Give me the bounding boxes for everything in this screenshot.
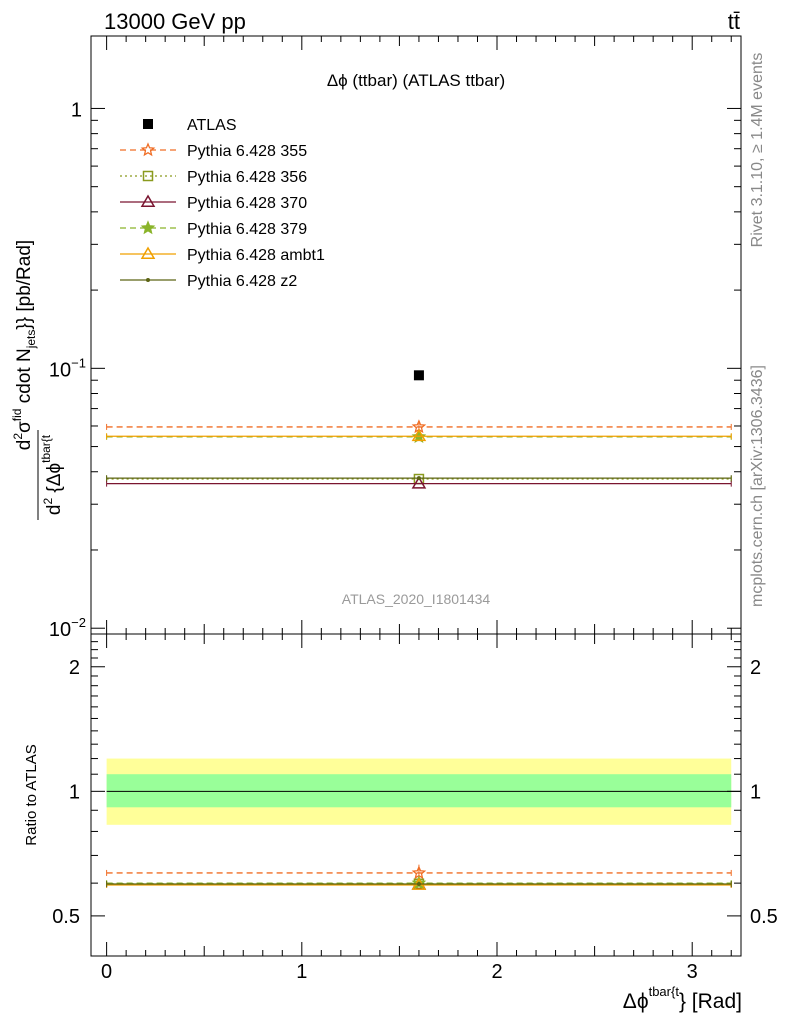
legend-marker — [143, 119, 153, 129]
legend-marker — [142, 170, 154, 182]
main-y-axis-numerator: d2σfid cdot Njets}} [pb/Rad] — [10, 240, 38, 450]
ratio-y-tick-label-right: 0.5 — [750, 906, 778, 928]
legend-label: Pythia 6.428 355 — [187, 143, 307, 160]
data-point — [416, 476, 421, 481]
ratio-y-axis-label: Ratio to ATLAS — [23, 744, 40, 845]
series-pythia-6-428-z2 — [106, 475, 732, 482]
data-point — [411, 428, 427, 442]
main-y-axis-denominator: d2 {Δϕtbar{t — [39, 434, 65, 515]
main-title: Δϕ (ttbar) (ATLAS ttbar) — [327, 71, 505, 90]
y-tick-label: 10−2 — [49, 615, 86, 641]
ratio-y-tick-label: 1 — [69, 781, 80, 803]
x-tick-label: 0 — [101, 961, 112, 983]
legend-entry: ATLAS — [143, 117, 237, 134]
legend-label: Pythia 6.428 379 — [187, 221, 307, 238]
legend: ATLAS Pythia 6.428 355 Pythia 6.428 356 Pyt… — [120, 117, 325, 290]
legend-entry: Pythia 6.428 356 — [120, 169, 307, 186]
ratio-series-pythia-6-428-z2 — [106, 881, 732, 888]
data-point — [413, 370, 424, 381]
ratio-y-tick-label: 0.5 — [52, 906, 80, 928]
x-tick-label: 3 — [687, 961, 698, 983]
legend-entry: Pythia 6.428 z2 — [120, 273, 297, 290]
y-tick-label: 10−1 — [49, 355, 86, 381]
mcplots-label: mcplots.cern.ch [arXiv:1306.3436] — [749, 365, 766, 607]
main-panel: 1 10−1 10−2 Δϕ (ttbar) (ATLAS ttbar) ATLAS… — [10, 35, 742, 641]
series-pythia-6-428-ambt1 — [106, 428, 732, 442]
legend-entry: Pythia 6.428 ambt1 — [120, 246, 325, 264]
legend-entry: Pythia 6.428 355 — [120, 142, 307, 160]
final-state-label: tt̄ — [728, 9, 740, 34]
legend-entry: Pythia 6.428 379 — [120, 220, 307, 238]
ratio-panel: 0.5 0.5 1 1 2 2 0 1 2 3 Ratio to ATLAS Δϕtbar{t} … — [23, 633, 778, 1013]
main-y-axis-label: d2σfid cdot Njets}} [pb/Rad] d2 {Δϕtbar{… — [10, 240, 65, 520]
ratio-plot-frame — [90, 633, 742, 957]
series-pythia-6-428-370 — [106, 476, 732, 489]
y-tick-label: 1 — [71, 99, 82, 121]
x-axis-label: Δϕtbar{t} [Rad] — [623, 984, 742, 1013]
legend-label: Pythia 6.428 ambt1 — [187, 247, 325, 264]
legend-marker — [146, 278, 150, 282]
legend-marker — [140, 194, 156, 207]
legend-label: ATLAS — [187, 117, 237, 134]
legend-label: Pythia 6.428 z2 — [187, 273, 297, 290]
ratio-point — [416, 882, 421, 887]
ratio-y-tick-label-right: 2 — [750, 657, 761, 679]
analysis-watermark: ATLAS_2020_I1801434 — [342, 591, 491, 607]
x-tick-label: 1 — [296, 961, 307, 983]
x-tick-label: 2 — [491, 961, 502, 983]
data-point — [411, 476, 427, 489]
legend-label: Pythia 6.428 356 — [187, 169, 307, 186]
legend-label: Pythia 6.428 370 — [187, 195, 307, 212]
legend-marker — [140, 246, 156, 259]
uncertainty-band — [106, 774, 732, 808]
rivet-label: Rivet 3.1.10, ≥ 1.4M events — [749, 53, 766, 248]
legend-entry: Pythia 6.428 370 — [120, 194, 307, 212]
process-label: 13000 GeV pp — [104, 9, 246, 34]
ratio-y-tick-label: 2 — [69, 657, 80, 679]
legend-marker — [140, 220, 156, 235]
series-atlas — [413, 370, 424, 381]
ratio-y-tick-label-right: 1 — [750, 781, 761, 803]
legend-marker — [140, 142, 156, 157]
